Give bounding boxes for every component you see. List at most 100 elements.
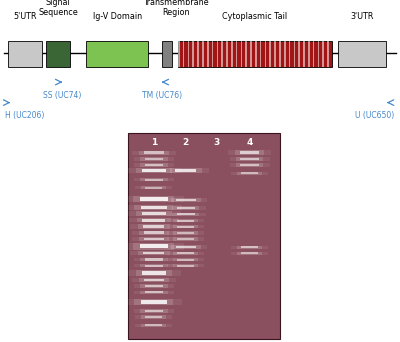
Bar: [145, 179, 163, 181]
Bar: [207, 41, 208, 67]
Bar: [176, 199, 196, 201]
Bar: [134, 163, 174, 167]
Bar: [178, 252, 194, 254]
Bar: [237, 252, 262, 255]
Bar: [173, 264, 198, 267]
Bar: [237, 246, 262, 249]
Bar: [86, 41, 148, 67]
Bar: [177, 207, 195, 209]
Bar: [216, 41, 218, 67]
Bar: [136, 211, 172, 216]
Bar: [136, 168, 172, 173]
Bar: [212, 41, 213, 67]
Bar: [134, 309, 174, 313]
Bar: [167, 231, 204, 235]
Bar: [136, 186, 172, 189]
Bar: [167, 258, 204, 261]
Bar: [139, 237, 169, 241]
Text: 1: 1: [151, 138, 157, 147]
Bar: [140, 284, 168, 288]
Bar: [167, 225, 204, 228]
Bar: [141, 186, 166, 189]
Bar: [298, 41, 300, 67]
Bar: [237, 172, 262, 175]
Bar: [289, 41, 290, 67]
Bar: [231, 246, 268, 249]
Bar: [126, 299, 182, 305]
Bar: [228, 150, 271, 155]
Bar: [134, 157, 174, 161]
Bar: [130, 224, 177, 228]
Bar: [132, 278, 176, 282]
Bar: [303, 41, 305, 67]
Bar: [170, 168, 202, 173]
Bar: [294, 41, 295, 67]
Bar: [240, 164, 259, 166]
Bar: [138, 251, 170, 255]
Bar: [221, 41, 223, 67]
Bar: [241, 246, 258, 248]
Bar: [241, 172, 258, 174]
Bar: [132, 151, 176, 155]
Bar: [183, 41, 184, 67]
Bar: [146, 316, 162, 318]
Text: TM (UC76): TM (UC76): [142, 91, 182, 100]
Bar: [178, 41, 180, 67]
Bar: [178, 265, 194, 267]
Bar: [177, 213, 195, 215]
Bar: [245, 41, 247, 67]
Bar: [250, 41, 252, 67]
Bar: [132, 231, 176, 235]
Bar: [144, 232, 164, 234]
Bar: [236, 41, 238, 67]
Bar: [164, 245, 208, 249]
Bar: [167, 264, 204, 267]
Bar: [270, 41, 271, 67]
Bar: [137, 218, 171, 223]
Bar: [144, 152, 164, 154]
Bar: [236, 157, 263, 161]
Bar: [140, 197, 168, 201]
Bar: [134, 258, 174, 261]
Bar: [140, 163, 168, 167]
Bar: [279, 41, 281, 67]
Bar: [138, 224, 170, 228]
Bar: [124, 243, 184, 250]
Bar: [164, 198, 208, 202]
Bar: [202, 41, 204, 67]
Bar: [230, 157, 270, 161]
Bar: [178, 226, 194, 228]
Text: 3: 3: [213, 138, 219, 147]
Bar: [274, 41, 276, 67]
Bar: [46, 41, 70, 67]
Bar: [145, 164, 163, 166]
Bar: [129, 218, 179, 223]
Bar: [338, 41, 386, 67]
Bar: [141, 324, 166, 327]
Text: Transmembrane
Region: Transmembrane Region: [143, 0, 209, 17]
Bar: [240, 41, 242, 67]
Bar: [133, 196, 174, 202]
Bar: [173, 225, 198, 228]
Bar: [171, 198, 200, 202]
Bar: [142, 212, 166, 215]
Bar: [133, 243, 174, 250]
Bar: [134, 178, 174, 181]
Bar: [140, 178, 168, 181]
Text: 4: 4: [246, 138, 253, 147]
Bar: [140, 244, 168, 248]
Bar: [136, 270, 172, 276]
Bar: [136, 324, 172, 327]
Bar: [141, 300, 167, 304]
Bar: [178, 220, 194, 222]
Bar: [178, 259, 194, 261]
Bar: [167, 252, 204, 255]
Bar: [143, 225, 164, 228]
Bar: [231, 172, 268, 175]
Bar: [132, 237, 176, 241]
Bar: [240, 158, 259, 160]
Bar: [139, 151, 169, 155]
Bar: [146, 325, 162, 326]
Bar: [167, 219, 204, 222]
Bar: [134, 284, 174, 288]
